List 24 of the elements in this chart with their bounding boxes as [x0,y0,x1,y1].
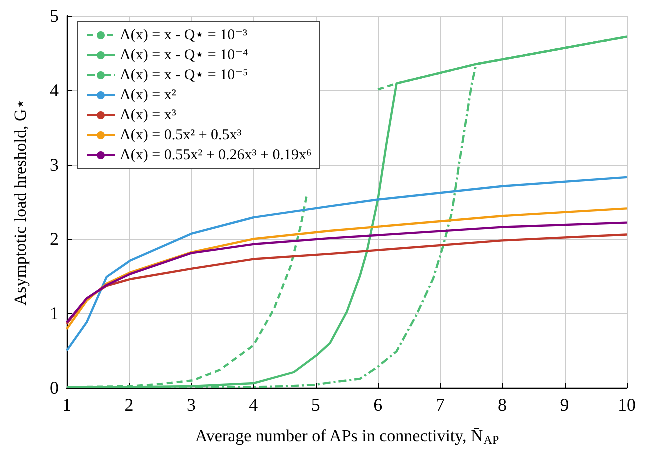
x-tick-label: 1 [62,395,72,415]
legend-label: Λ(x) = x - Q⋆ = 10⁻⁴ [120,48,248,64]
legend-label: Λ(x) = x² [120,88,177,104]
x-tick-label: 2 [124,395,134,415]
x-tick-label: 5 [311,395,320,415]
legend-label: Λ(x) = 0.5x² + 0.5x³ [120,128,242,144]
x-tick-label: 9 [560,395,570,415]
x-tick-label: 10 [618,395,636,415]
legend-label: Λ(x) = x - Q⋆ = 10⁻⁵ [120,68,248,84]
y-axis-title: Asymptotic load hreshold, G⋆ [11,98,30,306]
x-tick-label: 4 [249,395,258,415]
y-tick-label: 4 [50,80,59,100]
legend-label: Λ(x) = x - Q⋆ = 10⁻³ [120,28,248,44]
y-tick-label: 3 [50,154,59,175]
x-tick-label: 3 [186,395,196,415]
legend-label: Λ(x) = x³ [120,108,177,124]
y-tick-label: 0 [50,378,59,398]
x-tick-label: 7 [436,395,445,415]
y-tick-label: 5 [50,6,59,26]
y-tick-label: 2 [50,229,59,250]
x-tick-label: 6 [374,395,383,415]
legend-label: Λ(x) = 0.55x² + 0.26x³ + 0.19x⁶ [120,148,312,164]
y-tick-label: 1 [50,304,59,324]
x-tick-label: 8 [498,395,508,415]
